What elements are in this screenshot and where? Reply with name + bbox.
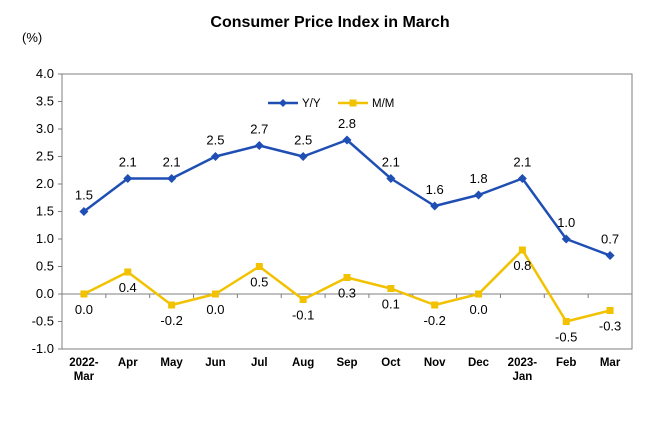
x-tick-label: Oct (381, 357, 400, 369)
data-point-M/M (475, 290, 483, 298)
y-axis-unit-label: (%) (22, 30, 43, 45)
data-label-M/M: -0.2 (160, 313, 182, 328)
data-label-Y/Y: 2.1 (513, 155, 531, 170)
y-tick-label: 0.5 (36, 259, 54, 274)
y-tick-label: 4.0 (36, 66, 54, 81)
data-point-Y/Y (561, 234, 571, 244)
data-point-M/M (518, 246, 526, 254)
data-point-M/M (431, 301, 439, 309)
x-tick-label: Dec (468, 357, 490, 369)
data-point-Y/Y (210, 152, 220, 161)
data-label-Y/Y: 2.8 (338, 116, 356, 131)
data-label-M/M: -0.3 (599, 319, 621, 334)
y-tick-label: 2.0 (36, 176, 54, 191)
data-point-M/M (299, 296, 307, 303)
data-point-M/M (168, 301, 176, 309)
x-tick-label: 2023- (508, 357, 538, 369)
y-tick-label: 3.5 (36, 94, 54, 109)
data-point-M/M (387, 285, 395, 292)
x-tick-label: 2022- (69, 357, 99, 369)
y-tick-label: -0.5 (32, 314, 54, 329)
legend-marker-M/M (349, 99, 357, 107)
data-label-Y/Y: 2.1 (119, 155, 137, 170)
data-point-Y/Y (474, 190, 484, 200)
data-label-M/M: 0.4 (119, 280, 137, 295)
data-label-Y/Y: 1.6 (426, 182, 444, 197)
data-point-M/M (124, 268, 132, 276)
data-label-Y/Y: 2.1 (163, 155, 181, 170)
data-label-M/M: -0.1 (292, 308, 314, 323)
data-point-M/M (255, 263, 263, 270)
data-point-Y/Y (386, 174, 396, 183)
legend-marker-Y/Y (279, 99, 287, 107)
data-point-M/M (80, 290, 88, 298)
data-label-Y/Y: 2.5 (206, 133, 224, 148)
y-tick-label: 0.0 (36, 286, 54, 301)
data-label-M/M: -0.2 (423, 313, 445, 328)
data-point-Y/Y (517, 174, 527, 183)
data-point-Y/Y (430, 201, 440, 211)
x-tick-label: Jun (205, 357, 225, 369)
data-label-M/M: 0.0 (469, 302, 487, 317)
y-tick-label: 3.0 (36, 121, 54, 136)
data-label-Y/Y: 1.8 (469, 171, 487, 186)
data-label-Y/Y: 1.0 (557, 215, 575, 230)
x-tick-label: Jan (512, 371, 532, 383)
chart-title: Consumer Price Index in March (210, 14, 450, 31)
data-point-Y/Y (79, 207, 89, 216)
legend-label-M/M: M/M (372, 98, 394, 110)
data-label-M/M: -0.5 (555, 330, 577, 345)
data-point-Y/Y (167, 174, 177, 183)
x-tick-label: Aug (292, 357, 314, 369)
x-tick-label: Jul (251, 357, 268, 369)
data-point-M/M (343, 274, 351, 281)
data-point-M/M (211, 290, 219, 298)
y-tick-label: 1.5 (36, 204, 54, 219)
data-point-Y/Y (123, 174, 133, 183)
x-tick-label: May (160, 357, 183, 369)
legend-label-Y/Y: Y/Y (302, 98, 321, 110)
data-label-Y/Y: 2.1 (382, 155, 400, 170)
data-label-Y/Y: 2.5 (294, 133, 312, 148)
data-label-M/M: 0.1 (382, 297, 400, 312)
x-tick-label: Apr (118, 357, 138, 369)
y-tick-label: 2.5 (36, 149, 54, 164)
data-point-M/M (606, 307, 614, 314)
data-point-Y/Y (254, 141, 264, 150)
data-point-Y/Y (342, 135, 352, 145)
x-tick-label: Feb (556, 357, 576, 369)
data-label-M/M: 0.8 (513, 258, 531, 273)
data-label-M/M: 0.0 (206, 302, 224, 317)
y-tick-label: 1.0 (36, 231, 54, 246)
data-label-M/M: 0.5 (250, 275, 268, 290)
data-label-M/M: 0.3 (338, 286, 356, 301)
data-label-Y/Y: 1.5 (75, 188, 93, 203)
data-point-Y/Y (605, 251, 615, 260)
data-label-Y/Y: 2.7 (250, 122, 268, 137)
data-point-Y/Y (298, 152, 308, 161)
data-point-M/M (562, 318, 570, 325)
y-tick-label: -1.0 (32, 341, 54, 356)
data-label-M/M: 0.0 (75, 302, 93, 317)
x-tick-label: Mar (74, 371, 95, 383)
data-label-Y/Y: 0.7 (601, 232, 619, 247)
x-tick-label: Nov (424, 357, 446, 369)
x-tick-label: Mar (600, 357, 621, 369)
x-tick-label: Sep (336, 357, 357, 369)
